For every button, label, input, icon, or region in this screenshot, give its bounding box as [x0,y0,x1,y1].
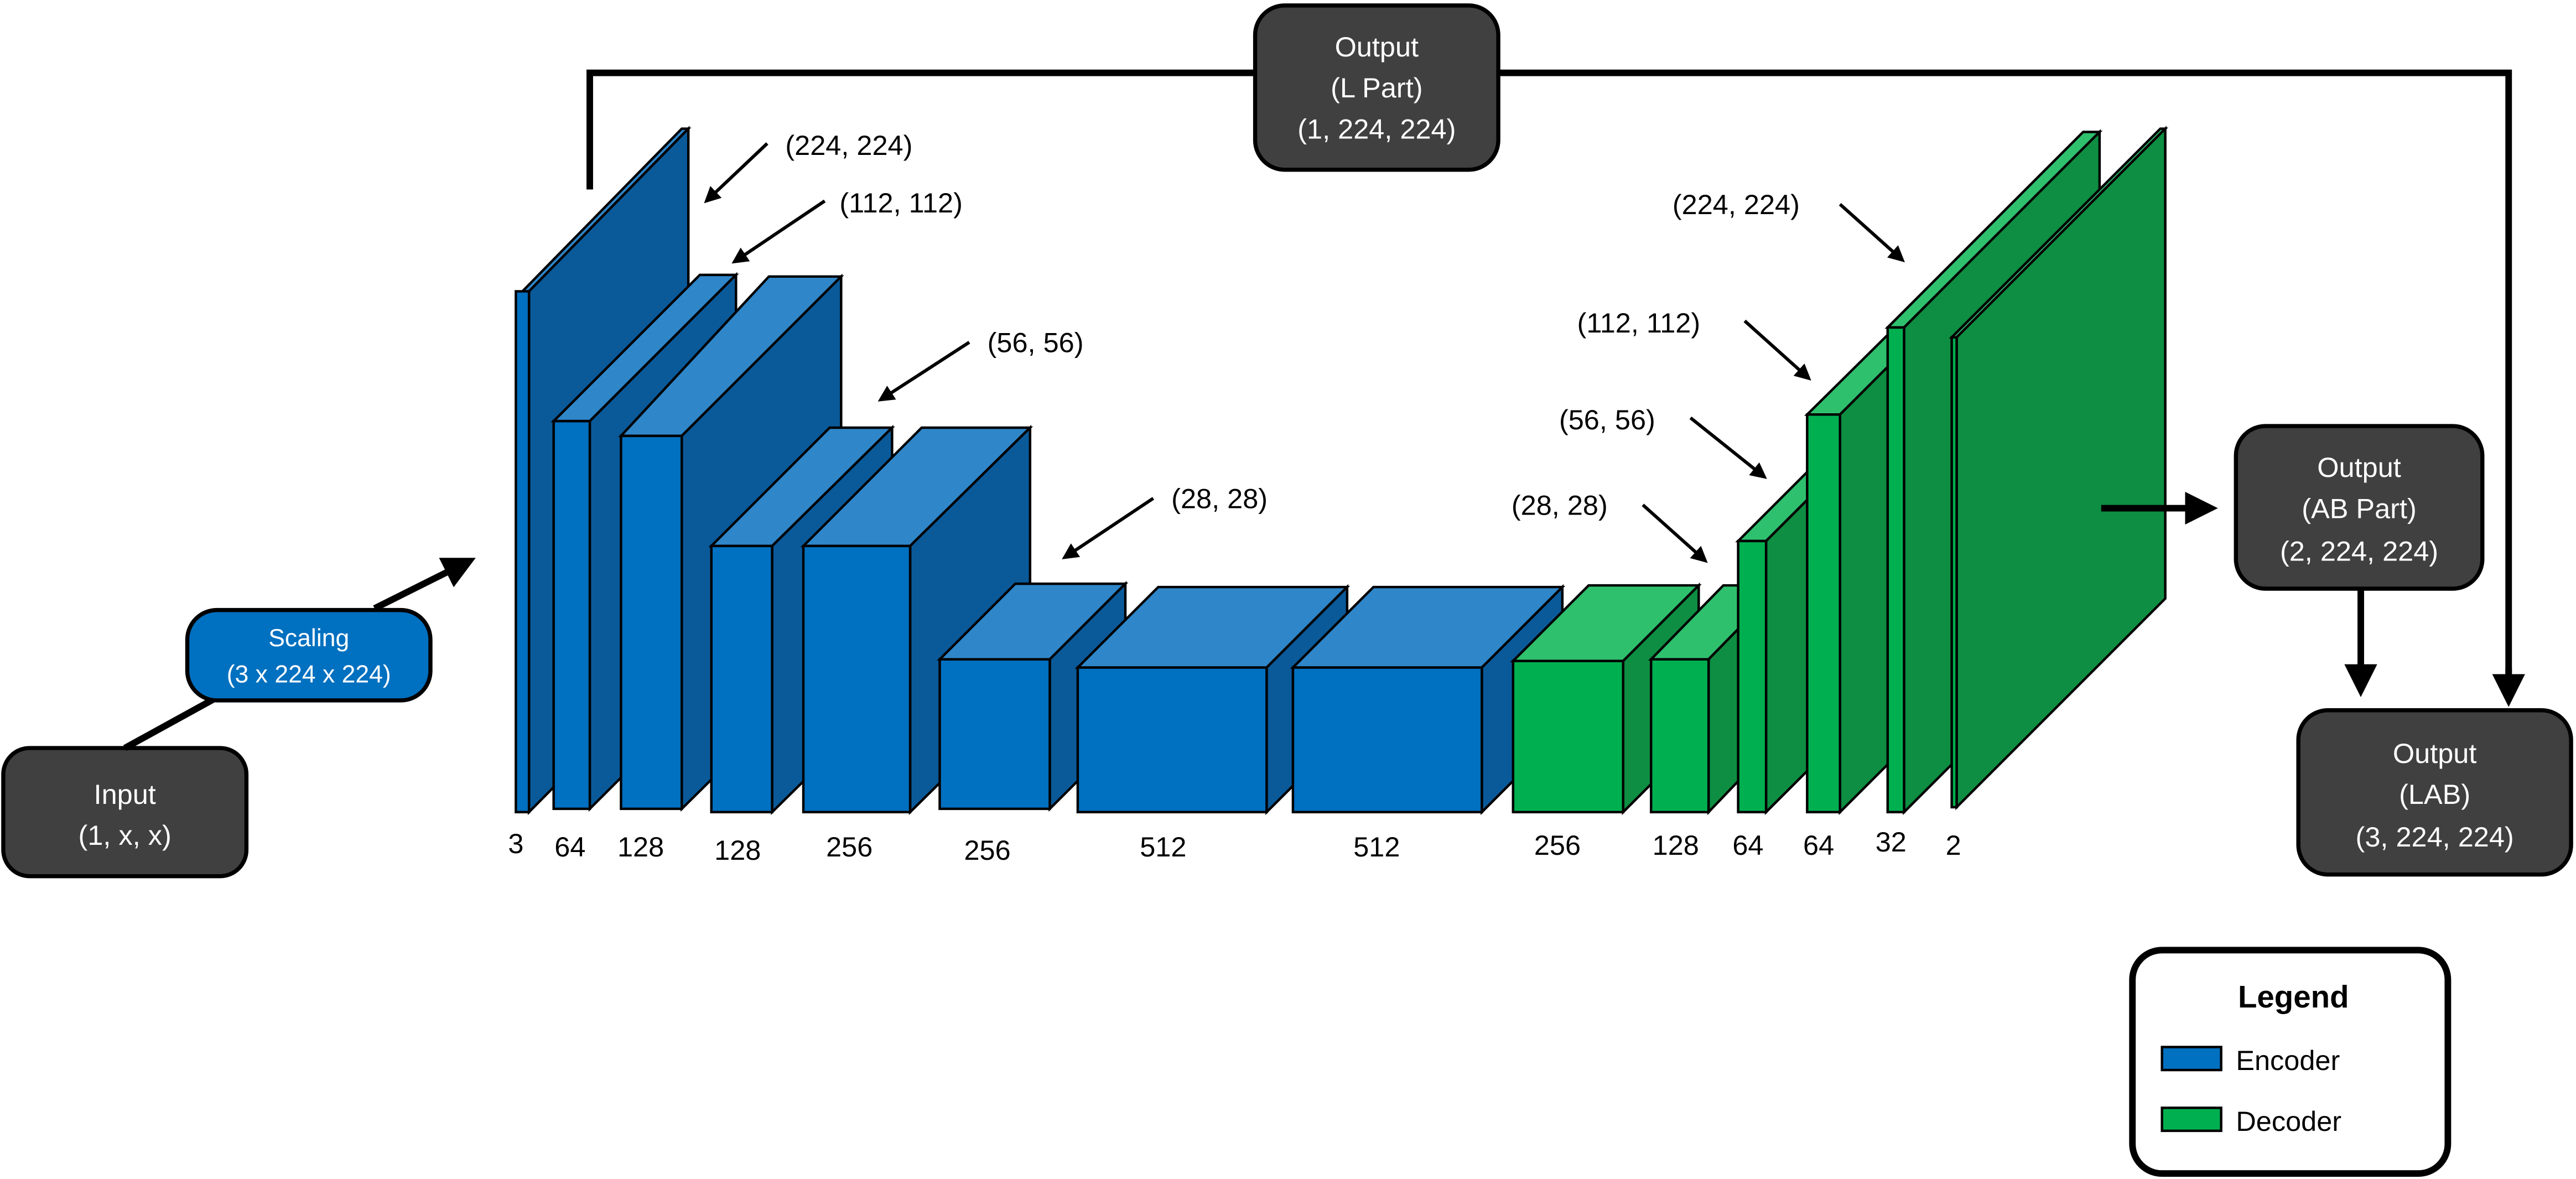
input-title: Input [94,778,156,810]
output-l-title: Output [1335,31,1419,63]
channel-labels: 3 64 128 128 256 256 512 512 256 128 64 … [508,826,1961,866]
scaling-title: Scaling [268,625,349,652]
legend-title: Legend [2238,979,2349,1014]
skip-connection-line [586,69,2525,707]
scaling-box: Scaling (3 x 224 x 224) [185,607,433,703]
channel-label: 64 [1732,829,1763,861]
channel-label: 512 [1353,831,1400,863]
output-ab-shape: (2, 224, 224) [2280,536,2438,567]
output-lab-shape: (3, 224, 224) [2356,821,2514,853]
input-flow-arrow [123,558,476,751]
output-l-subtitle: (L Part) [1331,72,1422,103]
encoder-blocks [515,126,1566,816]
legend-label-encoder: Encoder [2236,1045,2340,1076]
output-l-shape: (1, 224, 224) [1297,113,1456,144]
channel-label: 64 [554,831,585,863]
legend-swatch-decoder [2160,1107,2222,1133]
channel-label: 2 [1946,829,1961,861]
scaling-shape: (3 x 224 x 224) [227,661,391,688]
channel-label: 3 [508,828,523,859]
legend-label-decoder: Decoder [2236,1105,2341,1137]
decoder-spatial-labels: (224, 224) (112, 112) (56, 56) (28, 28) [1512,189,1905,563]
spatial-label: (28, 28) [1171,483,1268,515]
channel-label: 256 [826,831,872,863]
channel-label: 32 [1876,826,1907,858]
spatial-label: (28, 28) [1512,489,1608,521]
spatial-label: (224, 224) [785,129,912,161]
output-lab-subtitle: (LAB) [2399,778,2470,810]
channel-label: 128 [714,834,761,866]
output-l-box: Output (L Part) (1, 224, 224) [1253,3,1500,172]
output-ab-subtitle: (AB Part) [2302,492,2417,524]
spatial-label: (224, 224) [1673,189,1800,220]
output-lab-box: Output (LAB) (3, 224, 224) [2296,708,2573,877]
channel-label: 64 [1803,829,1834,861]
channel-label: 256 [964,834,1010,866]
output-ab-title: Output [2317,451,2401,483]
output-ab-box: Output (AB Part) (2, 224, 224) [2234,424,2485,591]
input-box: Input (1, x, x) [1,746,249,879]
spatial-label: (56, 56) [1559,404,1655,435]
encoder-spatial-labels: (224, 224) (112, 112) (56, 56) (28, 28) [704,129,1268,559]
channel-label: 128 [1653,829,1699,861]
spatial-label: (112, 112) [839,187,963,219]
output-lab-title: Output [2393,737,2477,769]
spatial-label: (56, 56) [988,326,1084,358]
channel-label: 256 [1534,829,1581,861]
legend-swatch-encoder [2160,1046,2222,1072]
input-shape: (1, x, x) [79,819,172,851]
channel-label: 512 [1140,831,1186,863]
legend: Legend Encoder Decoder [2129,947,2452,1177]
spatial-label: (112, 112) [1577,307,1701,339]
decoder-blocks [1510,126,2169,816]
channel-label: 128 [617,831,664,863]
decoder-block [1949,126,2169,811]
